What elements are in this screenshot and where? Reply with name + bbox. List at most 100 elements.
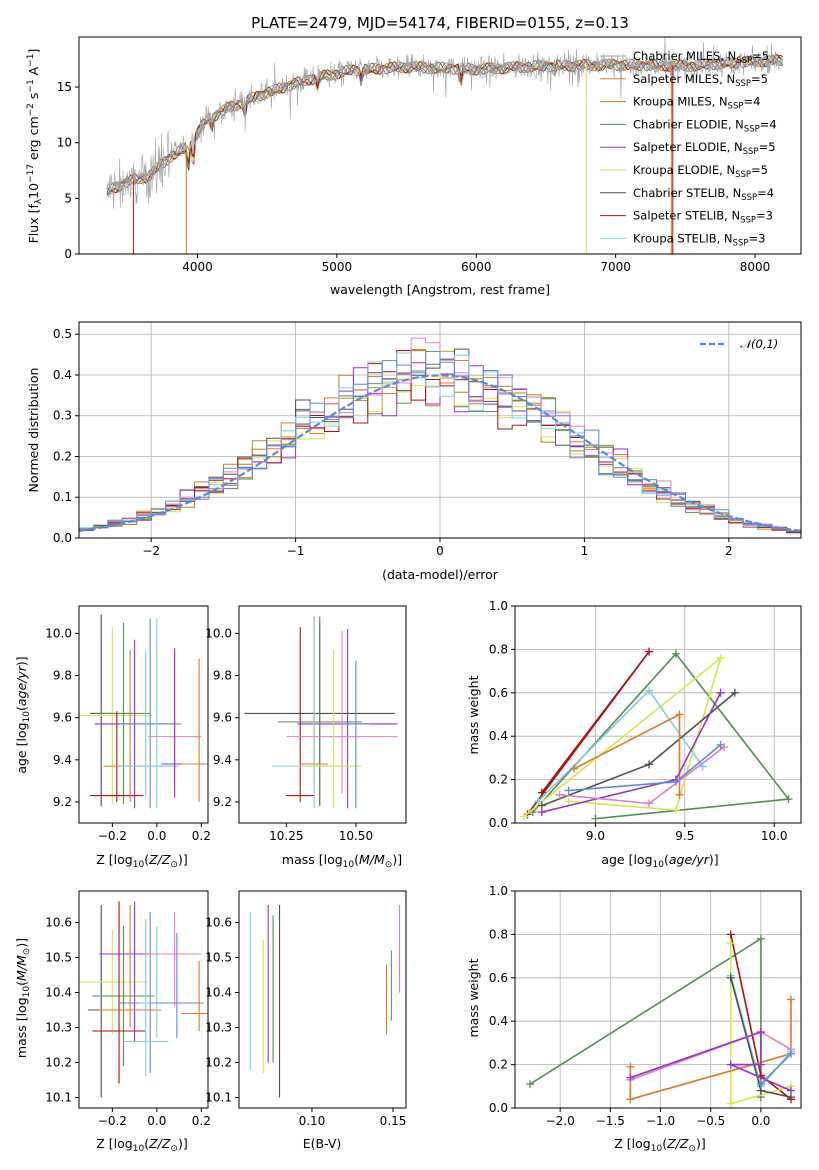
- x-tick-label: 0.2: [192, 829, 211, 843]
- spectrum-plot-area: 4000 5000 6000 7000 8000 0 5 10 15: [57, 36, 802, 274]
- errorbar-point: [99, 905, 162, 1028]
- weight-marker: [756, 934, 765, 943]
- y-tick-label: 9.2: [53, 795, 72, 809]
- y-tick-label: 10.3: [45, 1021, 72, 1035]
- x-tick-label: 4000: [182, 260, 213, 274]
- mass-vs-z-xlabel: Z [log10(Z/Z⊙)]: [96, 1136, 187, 1154]
- weight-marker: [626, 1095, 635, 1104]
- y-tick-label: 10.5: [205, 951, 232, 965]
- mass-vs-z-panel: −0.2 0.0 0.2 10.1 10.2 10.3 10.4 10.5 10.6 Z [lo…: [14, 890, 211, 1154]
- weight-marker: [671, 777, 680, 786]
- weight-vs-age-panel: 9.0 9.5 10.0 0.0 0.2 0.4 0.6 0.8 1.0 age [log10(…: [466, 599, 802, 870]
- errorbar-points: [79, 614, 208, 809]
- weight-vs-age-ylabel: mass weight: [466, 675, 481, 754]
- gaussian-legend-label: 𝒩(0,1): [740, 337, 778, 351]
- gaussian-curve: [79, 374, 801, 532]
- residuals-legend: 𝒩(0,1): [700, 337, 778, 351]
- weight-marker: [756, 1080, 765, 1089]
- y-tick-label: 0.6: [489, 971, 508, 985]
- errorbar-point: [147, 912, 202, 1007]
- x-tick-label: 0.15: [380, 1114, 407, 1128]
- errorbar-point: [134, 618, 180, 809]
- errorbar-point: [119, 618, 182, 809]
- y-tick-label: 10.5: [45, 951, 72, 965]
- weight-marker: [726, 1060, 735, 1069]
- y-tick-label: 10.1: [45, 1091, 72, 1105]
- weight-marker: [671, 649, 680, 658]
- errorbar-point: [87, 905, 115, 1098]
- errorbar-point: [79, 627, 153, 805]
- errorbar-point: [96, 622, 151, 805]
- spectrum-xlabel: wavelength [Angstrom, rest frame]: [330, 282, 550, 297]
- residual-histogram: [79, 351, 801, 533]
- residuals-ylabel: Normed distribution: [26, 368, 41, 493]
- weight-marker: [526, 1080, 535, 1089]
- errorbar-point: [99, 901, 171, 1042]
- weight-marker: [730, 688, 739, 697]
- y-tick-label: 0.0: [489, 816, 508, 830]
- x-tick-label: 10.50: [339, 829, 373, 843]
- y-tick-label: 0.2: [489, 773, 508, 787]
- legend-label: Kroupa MILES, NSSP=4: [633, 95, 760, 112]
- axes-frame: [78, 605, 209, 824]
- y-tick-label: 0.4: [489, 729, 508, 743]
- axes-frame: [78, 321, 802, 539]
- legend-label: Kroupa STELIB, NSSP=3: [633, 231, 765, 248]
- weight-marker: [784, 795, 793, 804]
- errorbar-point: [79, 929, 148, 1035]
- x-tick-label: −1: [287, 544, 305, 558]
- x-tick-label: −2.0: [546, 1114, 575, 1128]
- y-tick-label: 10.4: [205, 986, 232, 1000]
- errorbar-point: [286, 627, 315, 802]
- axes-frame: [78, 36, 802, 255]
- y-tick-label: 10.6: [205, 916, 232, 930]
- axes-frame: [514, 605, 802, 824]
- errorbar-point: [286, 631, 398, 794]
- weight-marker: [537, 808, 546, 817]
- x-tick-label: 0.0: [147, 1114, 166, 1128]
- legend-label: Kroupa ELODIE, NSSP=5: [633, 163, 768, 180]
- errorbar-points: [79, 901, 208, 1098]
- weight-marker: [675, 710, 684, 719]
- mass-vs-ebv-panel: 0.10 0.15 10.1 10.2 10.3 10.4 10.5 10.6 E(B-V): [205, 890, 407, 1151]
- x-tick-label: 0: [436, 544, 444, 558]
- weight-marker: [537, 788, 546, 797]
- y-tick-label: 9.2: [213, 795, 232, 809]
- errorbar-points: [249, 905, 401, 1098]
- weight-vs-age-plot-area: 9.0 9.5 10.0 0.0 0.2 0.4 0.6 0.8 1.0: [489, 599, 802, 843]
- y-tick-label: 0.4: [53, 368, 72, 382]
- weight-marker: [756, 1028, 765, 1037]
- weight-marker: [786, 1086, 795, 1095]
- errorbar-point: [161, 648, 188, 798]
- y-tick-label: 9.8: [213, 669, 232, 683]
- residuals-plot-area: −2 −1 0 1 2 0.0 0.1 0.2 0.3 0.4 0.5: [53, 321, 802, 558]
- weight-vs-z-panel: −2.0 −1.5 −1.0 −0.5 0.0 0.0 0.2 0.4 0.6 0.8 1.0 Z …: [466, 884, 802, 1154]
- y-tick-label: 0.2: [489, 1058, 508, 1072]
- y-tick-label: 9.4: [53, 753, 72, 767]
- y-tick-label: 9.6: [53, 711, 72, 725]
- weight-marker: [726, 930, 735, 939]
- legend-label: Salpeter STELIB, NSSP=3: [633, 209, 773, 226]
- y-tick-label: 10: [57, 136, 72, 150]
- mass-vs-z-plot-area: −0.2 0.0 0.2 10.1 10.2 10.3 10.4 10.5 10.6: [45, 890, 211, 1128]
- y-tick-label: 0.8: [489, 642, 508, 656]
- axes-frame: [78, 890, 209, 1109]
- errorbar-point: [103, 650, 157, 802]
- y-tick-label: 0.4: [489, 1014, 508, 1028]
- x-tick-label: 9.5: [675, 829, 694, 843]
- errorbar-point: [92, 926, 155, 1066]
- y-tick-label: 9.4: [213, 753, 232, 767]
- errorbar-point: [305, 650, 362, 809]
- x-tick-label: 7000: [600, 260, 631, 274]
- axes-frame: [238, 605, 407, 824]
- weight-marker: [519, 812, 528, 821]
- weight-marker: [726, 1099, 735, 1108]
- y-tick-label: 10.6: [45, 916, 72, 930]
- x-tick-label: −0.2: [98, 1114, 127, 1128]
- x-tick-label: −2: [142, 544, 160, 558]
- weight-marker: [786, 1049, 795, 1058]
- y-tick-label: 10.1: [205, 1091, 232, 1105]
- legend-label: Salpeter MILES, NSSP=5: [633, 72, 768, 89]
- weight-marker: [645, 647, 654, 656]
